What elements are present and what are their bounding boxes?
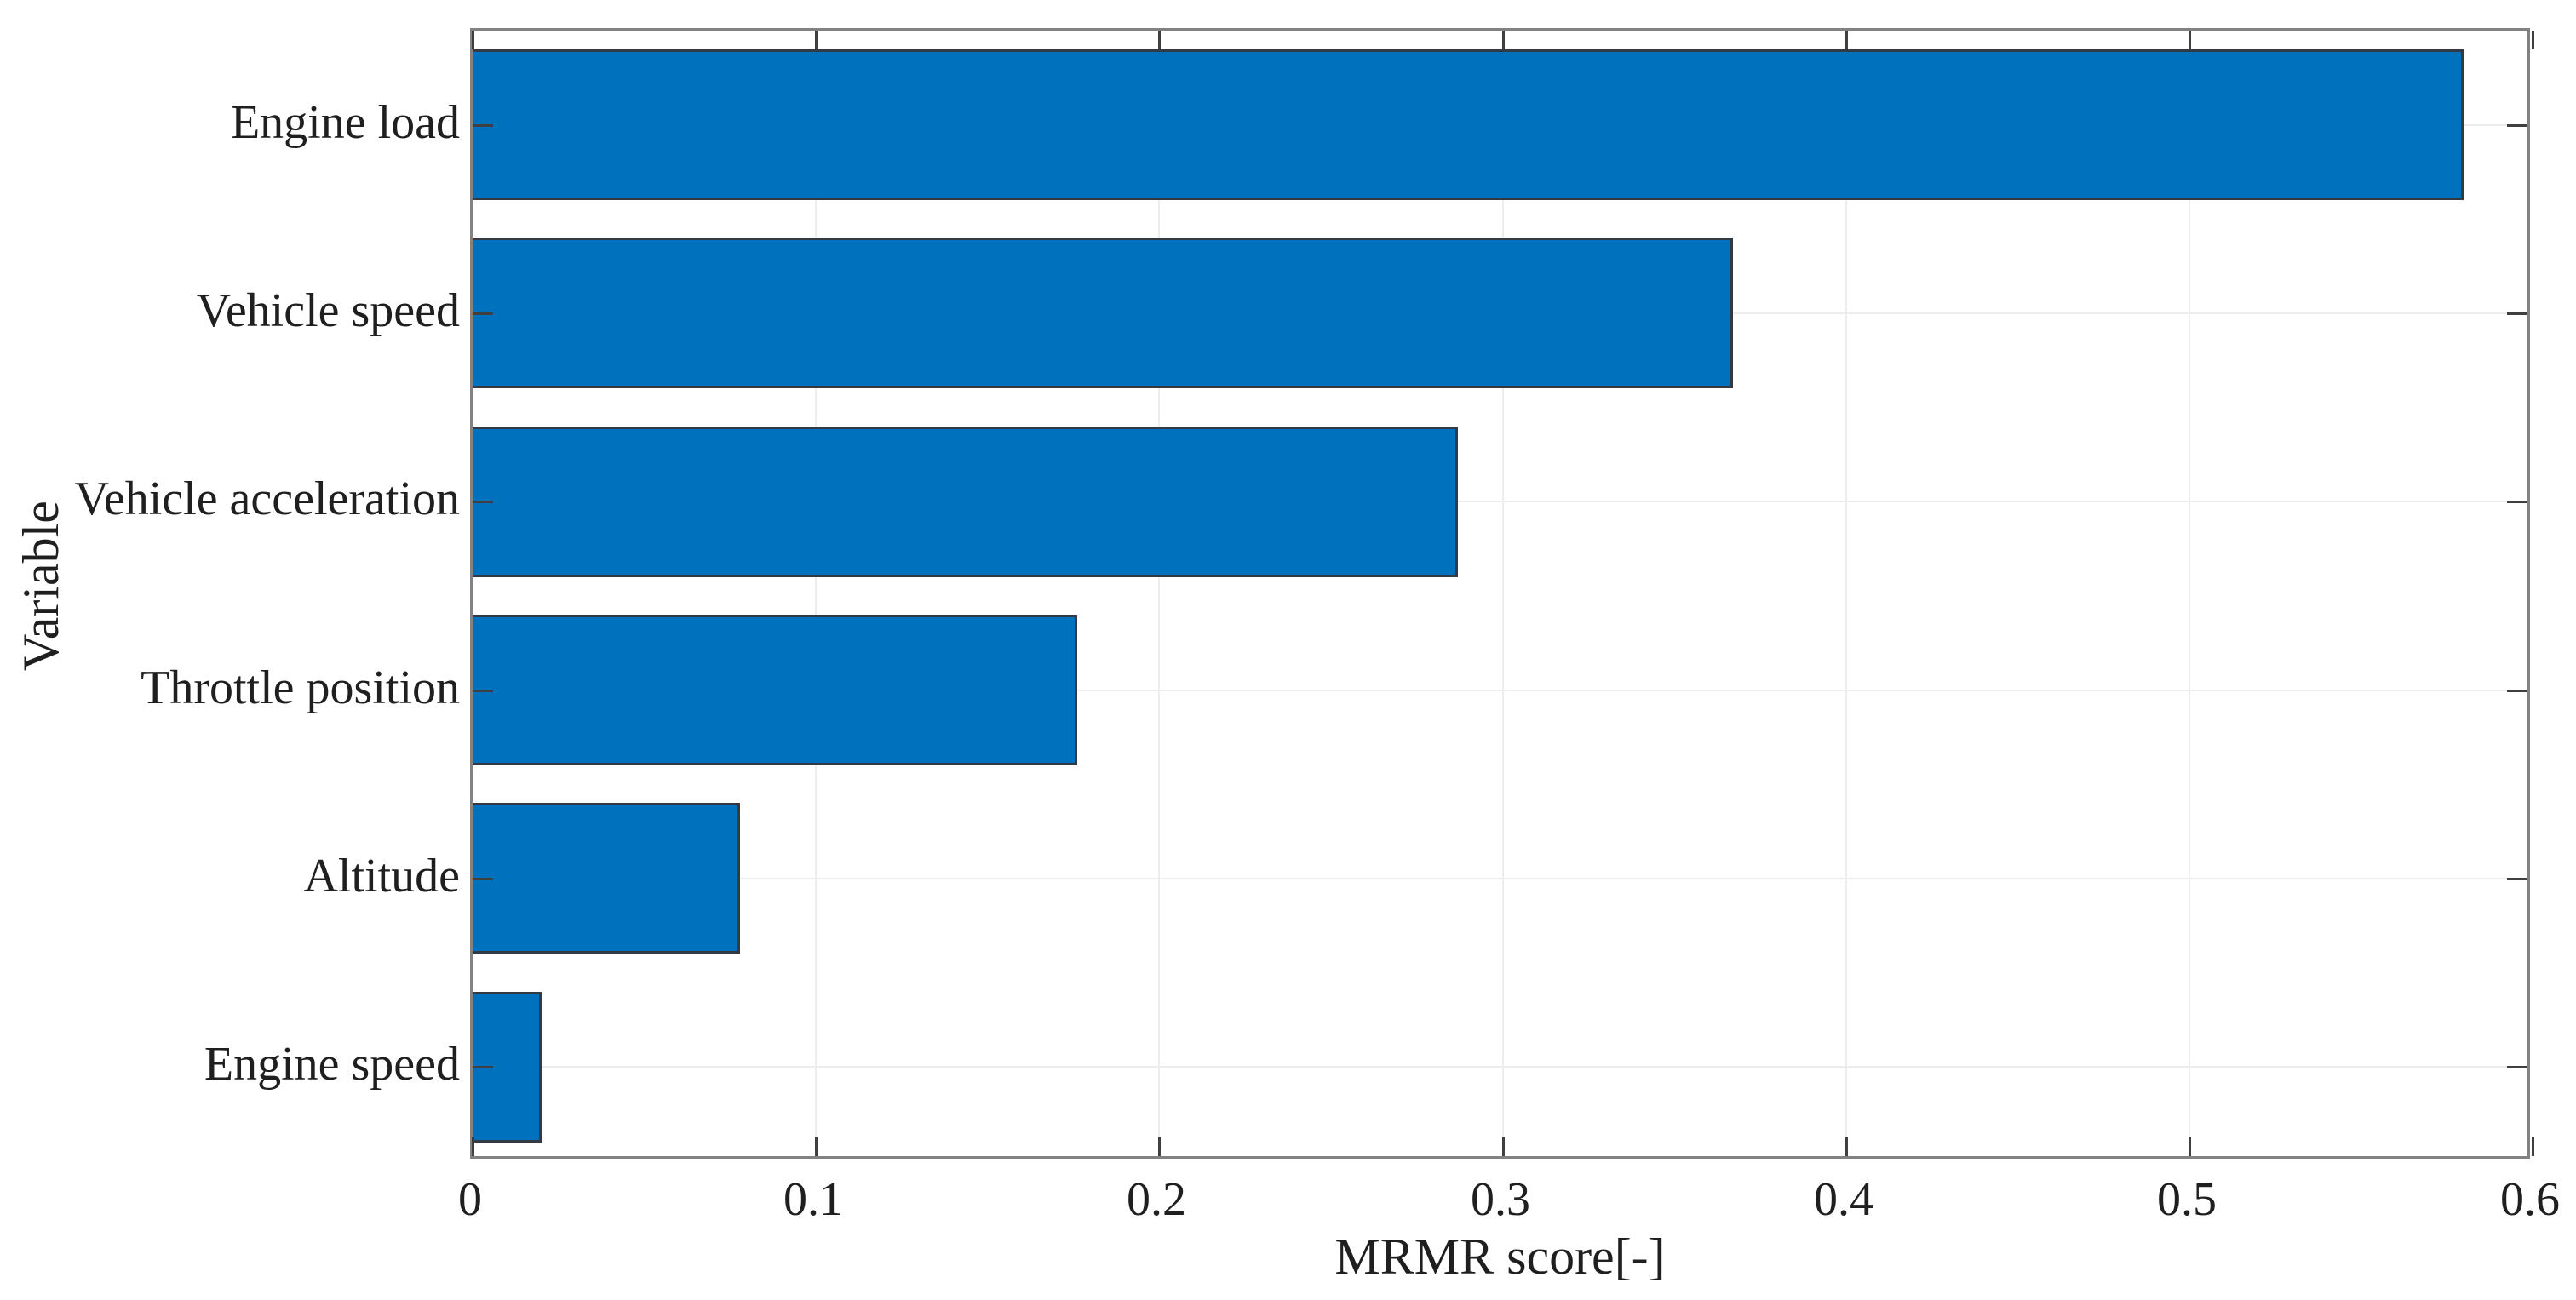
plot-area — [470, 28, 2534, 1159]
y-tick-mark — [473, 878, 493, 880]
bar-vehicle-speed — [473, 238, 1733, 388]
x-tick-mark-top — [1845, 31, 1848, 49]
category-label-throttle-position: Throttle position — [141, 661, 460, 714]
y-tick-mark — [473, 690, 493, 692]
x-tick-mark-top — [1158, 31, 1161, 49]
x-tick-label-0.3: 0.3 — [1471, 1173, 1530, 1226]
category-label-engine-load: Engine load — [230, 96, 460, 149]
x-tick-label-0: 0 — [458, 1173, 482, 1226]
x-tick-label-0.4: 0.4 — [1814, 1173, 1873, 1226]
y-grid-line — [473, 1066, 2527, 1068]
bar-altitude — [473, 803, 740, 954]
x-tick-label-0.5: 0.5 — [2157, 1173, 2217, 1226]
category-label-engine-speed: Engine speed — [204, 1038, 460, 1091]
category-label-altitude: Altitude — [303, 850, 460, 902]
x-grid-line — [1845, 31, 1847, 1156]
x-tick-mark — [1158, 1137, 1161, 1156]
y-tick-mark-right — [2507, 1066, 2527, 1068]
x-tick-label-0.6: 0.6 — [2500, 1173, 2560, 1226]
x-tick-label-0.1: 0.1 — [783, 1173, 843, 1226]
y-grid-line — [473, 690, 2527, 691]
x-axis-label: MRMR score[-] — [470, 1228, 2530, 1286]
x-tick-mark — [472, 1137, 474, 1156]
bar-throttle-position — [473, 615, 1077, 765]
y-tick-mark-right — [2507, 312, 2527, 315]
y-tick-mark — [473, 312, 493, 315]
y-tick-mark — [473, 1066, 493, 1068]
y-tick-mark-right — [2507, 878, 2527, 880]
x-grid-line — [1158, 31, 1160, 1156]
x-tick-mark-top — [1502, 31, 1505, 49]
x-tick-label-0.2: 0.2 — [1127, 1173, 1186, 1226]
x-tick-mark — [2189, 1137, 2191, 1156]
y-tick-mark — [473, 501, 493, 503]
x-axis-label-text: MRMR score[-] — [1334, 1228, 1666, 1285]
y-tick-mark — [473, 124, 493, 127]
x-tick-mark — [2532, 1137, 2534, 1156]
x-grid-line — [815, 31, 817, 1156]
x-grid-line — [1502, 31, 1504, 1156]
y-tick-mark-right — [2507, 690, 2527, 692]
x-tick-mark-top — [2532, 31, 2534, 49]
y-tick-mark-right — [2507, 501, 2527, 503]
bar-vehicle-acceleration — [473, 427, 1458, 577]
y-grid-line — [473, 878, 2527, 879]
category-label-vehicle-speed: Vehicle speed — [196, 284, 460, 337]
category-label-vehicle-acceleration: Vehicle acceleration — [74, 472, 460, 525]
y-tick-mark-right — [2507, 124, 2527, 127]
x-tick-mark-top — [2189, 31, 2191, 49]
x-tick-mark — [815, 1137, 818, 1156]
bar-engine-load — [473, 49, 2464, 200]
x-grid-line — [2189, 31, 2190, 1156]
x-tick-mark-top — [815, 31, 818, 49]
y-grid-line — [473, 501, 2527, 502]
x-tick-mark — [1502, 1137, 1505, 1156]
x-tick-mark — [1845, 1137, 1848, 1156]
x-tick-mark-top — [472, 31, 474, 49]
